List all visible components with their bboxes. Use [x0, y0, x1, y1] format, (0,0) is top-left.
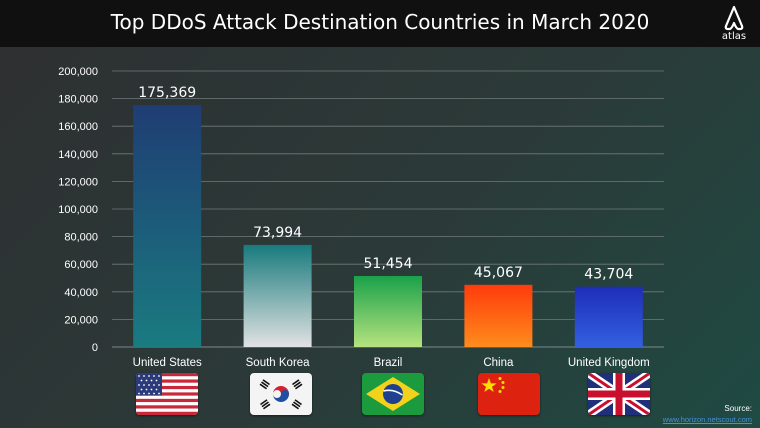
y-tick-label: 60,000 [64, 259, 98, 271]
brazil-flag-icon [362, 373, 424, 415]
y-tick-label: 180,000 [58, 94, 98, 106]
category-label: United Kingdom [568, 357, 650, 369]
bar [243, 244, 312, 347]
category-label: South Korea [246, 357, 311, 369]
y-tick-label: 20,000 [64, 314, 98, 326]
bar [464, 284, 533, 347]
data-label: 51,454 [364, 256, 413, 272]
bar [133, 104, 202, 347]
south-korea-flag-icon [250, 373, 312, 415]
atlas-logo: atlas [716, 4, 752, 44]
chart-title: Top DDoS Attack Destination Countries in… [110, 10, 650, 34]
atlas-logo-icon [724, 5, 744, 31]
category-label: China [483, 357, 514, 369]
y-axis-ticks: 0 20,000 40,000 60,000 80,000 100,000 120,000 1… [58, 66, 98, 354]
data-label: 175,369 [138, 85, 196, 101]
bar [354, 275, 422, 347]
category-label: United States [133, 357, 202, 369]
source-label: Source: [724, 404, 752, 413]
uk-flag-icon [588, 373, 650, 415]
data-label: 43,704 [584, 267, 633, 283]
bar [574, 286, 643, 347]
y-tick-label: 100,000 [58, 204, 98, 216]
y-tick-label: 80,000 [64, 232, 98, 244]
category-label: Brazil [374, 357, 403, 369]
atlas-logo-text: atlas [721, 31, 747, 42]
gridlines [112, 70, 664, 348]
y-tick-label: 160,000 [58, 121, 98, 133]
y-tick-label: 0 [92, 342, 98, 354]
title-bar: Top DDoS Attack Destination Countries in… [0, 0, 760, 47]
source-link[interactable]: www.horizon.netscout.com [662, 415, 752, 424]
us-flag-icon [136, 373, 198, 415]
data-label: 73,994 [253, 225, 302, 241]
data-labels: 175,369 73,994 51,454 45,067 43,704 [138, 85, 633, 283]
y-tick-label: 200,000 [58, 66, 98, 78]
y-tick-label: 120,000 [58, 176, 98, 188]
china-flag-icon [478, 373, 540, 415]
y-tick-label: 140,000 [58, 149, 98, 161]
bars [133, 104, 643, 347]
y-tick-label: 40,000 [64, 287, 98, 299]
category-labels: United States South Korea Brazil China Unite… [133, 357, 650, 369]
data-label: 45,067 [474, 265, 523, 281]
